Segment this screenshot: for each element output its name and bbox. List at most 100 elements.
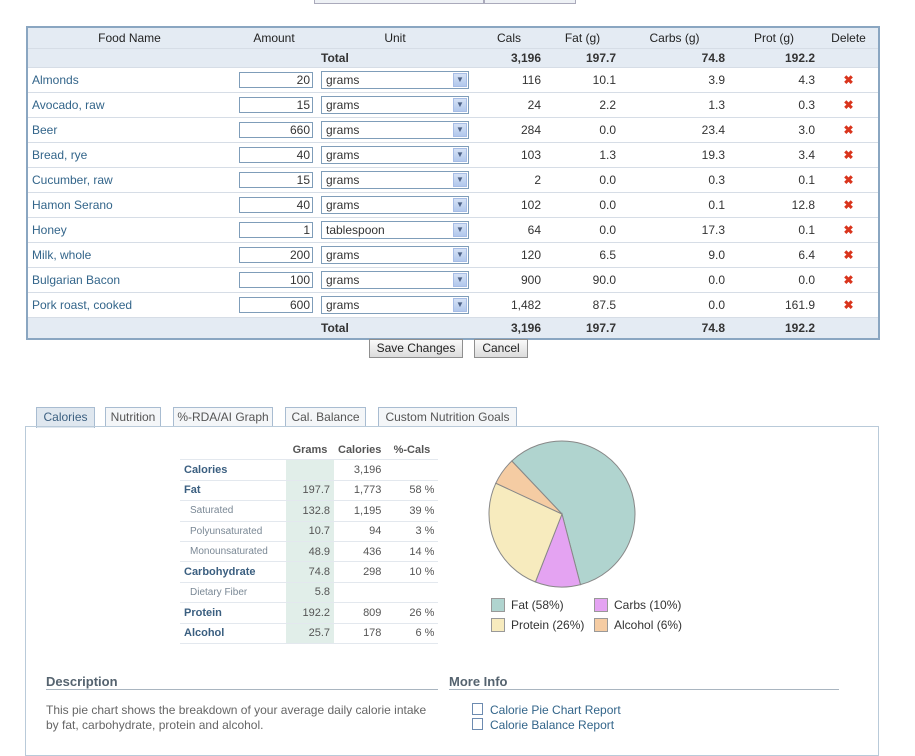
food-name-cell: Milk, whole [27,242,231,268]
prot-cell: 0.3 [729,92,819,118]
delete-icon[interactable]: ✖ [819,67,879,93]
prot-cell: 6.4 [729,242,819,268]
chevron-down-icon[interactable]: ▼ [453,123,467,137]
food-row: Hamon Serano 40 grams ▼ 102 0.0 0.1 12.8 ✖ [27,192,879,218]
calorie-row-grams: 10.7 [286,521,334,542]
tab-calories[interactable]: Calories [36,407,95,428]
calorie-row-label: Protein [180,602,286,624]
delete-icon[interactable]: ✖ [819,267,879,293]
food-row: Honey 1 tablespoon ▼ 64 0.0 17.3 0.1 ✖ [27,217,879,243]
unit-select-value: tablespoon [326,223,385,237]
delete-icon[interactable]: ✖ [819,117,879,143]
chevron-down-icon[interactable]: ▼ [453,173,467,187]
calorie-row-grams: 197.7 [286,480,334,502]
calorie-row-grams: 25.7 [286,623,334,644]
pie-slice-alcohol [495,460,563,515]
unit-select[interactable]: grams ▼ [321,271,469,289]
delete-icon[interactable]: ✖ [819,142,879,168]
delete-icon[interactable]: ✖ [819,92,879,118]
cals-cell: 103 [473,142,545,168]
food-name-link[interactable]: Bread, rye [32,148,88,162]
prot-cell: 0.1 [729,167,819,193]
delete-icon[interactable]: ✖ [819,292,879,318]
link-calorie-pie-chart-report[interactable]: Calorie Pie Chart Report [472,703,621,717]
total-row-bottom: Total 3,196 197.7 74.8 192.2 [27,317,879,340]
cal-header-grams: Grams [286,440,334,461]
food-name-link[interactable]: Milk, whole [32,248,92,262]
delete-icon[interactable]: ✖ [819,167,879,193]
save-changes-button[interactable]: Save Changes [369,339,463,358]
food-row: Almonds 20 grams ▼ 116 10.1 3.9 4.3 ✖ [27,67,879,93]
amount-input[interactable]: 660 [239,122,313,138]
food-row: Bread, rye 40 grams ▼ 103 1.3 19.3 3.4 ✖ [27,142,879,168]
calorie-row-cals [334,582,386,604]
pie-slice-protein [488,482,563,583]
food-name-link[interactable]: Almonds [32,73,79,87]
link-calorie-balance-report[interactable]: Calorie Balance Report [472,718,614,732]
amount-input[interactable]: 40 [239,147,313,163]
cancel-button[interactable]: Cancel [474,339,528,358]
unit-select[interactable]: grams ▼ [321,146,469,164]
amount-input[interactable]: 200 [239,247,313,263]
tab-cal-balance[interactable]: Cal. Balance [285,407,366,427]
chevron-down-icon[interactable]: ▼ [453,223,467,237]
food-name-link[interactable]: Bulgarian Bacon [32,273,121,287]
delete-icon[interactable]: ✖ [819,217,879,243]
chevron-down-icon[interactable]: ▼ [453,248,467,262]
tab-custom-goals[interactable]: Custom Nutrition Goals [378,407,517,427]
food-name-link[interactable]: Hamon Serano [32,198,113,212]
prot-cell: 0.0 [729,267,819,293]
unit-select[interactable]: tablespoon ▼ [321,221,469,239]
unit-select[interactable]: grams ▼ [321,196,469,214]
amount-input[interactable]: 15 [239,172,313,188]
col-header-unit: Unit [317,27,473,49]
calorie-row: Calories 3,196 [180,459,439,481]
delete-icon[interactable]: ✖ [819,242,879,268]
unit-select[interactable]: grams ▼ [321,246,469,264]
amount-input[interactable]: 100 [239,272,313,288]
chevron-down-icon[interactable]: ▼ [453,298,467,312]
tab-rda-graph[interactable]: %-RDA/AI Graph [173,407,273,427]
calorie-row-grams: 5.8 [286,582,334,604]
calorie-row: Protein 192.2 809 26 % [180,602,439,624]
chevron-down-icon[interactable]: ▼ [453,73,467,87]
fat-cell: 6.5 [545,242,620,268]
cals-cell: 900 [473,267,545,293]
cals-cell: 1,482 [473,292,545,318]
chevron-down-icon[interactable]: ▼ [453,98,467,112]
col-header-carbs: Carbs (g) [620,27,729,49]
amount-input[interactable]: 1 [239,222,313,238]
chevron-down-icon[interactable]: ▼ [453,198,467,212]
unit-select[interactable]: grams ▼ [321,96,469,114]
food-name-link[interactable]: Cucumber, raw [32,173,113,187]
calorie-row-grams: 132.8 [286,500,334,522]
food-name-link[interactable]: Pork roast, cooked [32,298,133,312]
amount-input[interactable]: 600 [239,297,313,313]
unit-select[interactable]: grams ▼ [321,71,469,89]
food-row: Avocado, raw 15 grams ▼ 24 2.2 1.3 0.3 ✖ [27,92,879,118]
unit-select[interactable]: grams ▼ [321,121,469,139]
more-info-heading: More Info [449,674,839,690]
food-name-link[interactable]: Beer [32,123,58,137]
chevron-down-icon[interactable]: ▼ [453,148,467,162]
calorie-row-cals: 1,195 [334,500,386,522]
amount-input[interactable]: 15 [239,97,313,113]
amount-input[interactable]: 20 [239,72,313,88]
amount-input[interactable]: 40 [239,197,313,213]
calorie-row-pct: 6 % [385,623,439,644]
calorie-row-grams: 48.9 [286,541,334,563]
food-name-link[interactable]: Honey [32,223,67,237]
total-carbs: 74.8 [620,48,729,68]
calorie-row-pct [385,582,439,604]
calorie-row-label: Dietary Fiber [180,582,286,604]
food-name-link[interactable]: Avocado, raw [32,98,105,112]
calorie-row-pct: 3 % [385,521,439,542]
delete-icon[interactable]: ✖ [819,192,879,218]
tab-nutrition[interactable]: Nutrition [105,407,161,427]
unit-select[interactable]: grams ▼ [321,296,469,314]
calorie-row-label: Polyunsaturated [180,521,286,542]
chevron-down-icon[interactable]: ▼ [453,273,467,287]
calorie-row-label: Saturated [180,500,286,522]
unit-select[interactable]: grams ▼ [321,171,469,189]
legend-label-fat: Fat (58%) [511,598,564,612]
